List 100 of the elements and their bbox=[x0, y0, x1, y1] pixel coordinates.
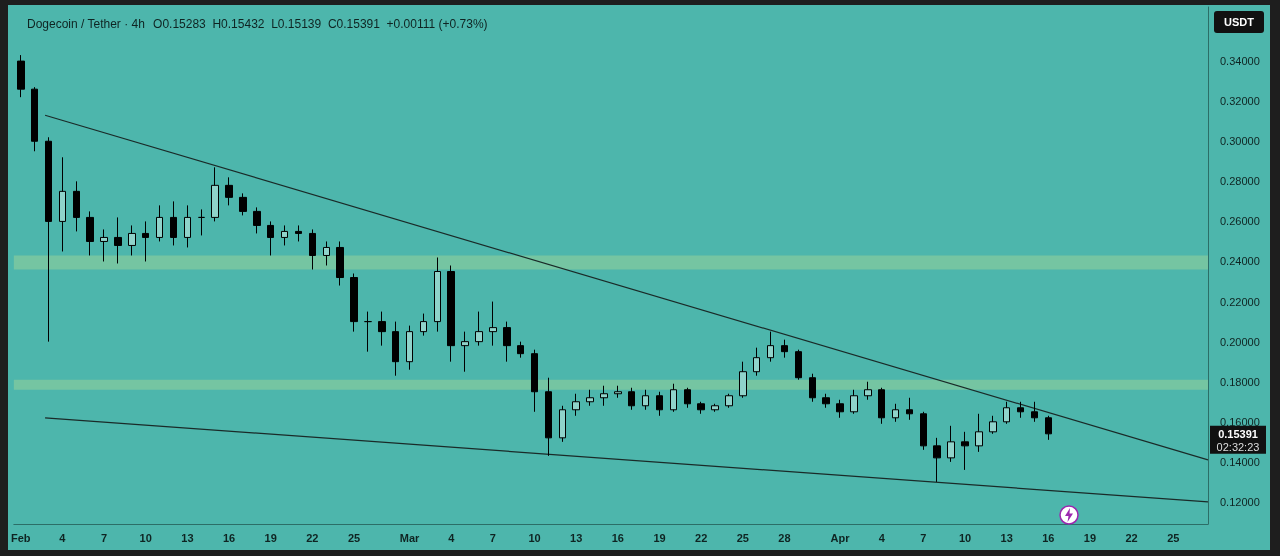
x-tick-label: 19 bbox=[653, 531, 666, 544]
candlestick bbox=[364, 311, 372, 353]
candlestick bbox=[517, 341, 524, 359]
candlestick bbox=[809, 373, 816, 403]
candlestick bbox=[114, 216, 122, 264]
x-tick-label: 19 bbox=[1083, 531, 1097, 544]
candlestick bbox=[225, 176, 233, 206]
x-tick-label: 4 bbox=[448, 531, 456, 544]
candlestick bbox=[1017, 401, 1024, 419]
candlestick bbox=[600, 385, 608, 407]
candlestick bbox=[184, 204, 191, 248]
candlestick bbox=[1003, 401, 1010, 425]
x-tick-label: 13 bbox=[1000, 531, 1013, 544]
y-tick-label: 0.14000 bbox=[1220, 455, 1260, 468]
x-tick-label: 13 bbox=[570, 531, 583, 544]
x-tick-label: Mar bbox=[399, 531, 421, 544]
candlestick bbox=[670, 383, 677, 413]
candlestick bbox=[850, 389, 858, 415]
candlestick bbox=[59, 156, 66, 252]
candlestick bbox=[267, 220, 274, 256]
candlestick bbox=[1031, 401, 1038, 423]
candlestick bbox=[697, 401, 705, 415]
x-tick-label: 22 bbox=[306, 531, 319, 544]
annotation: O0.15283 H0.15432 L0.15139 C0.15391 +0.00111 (+0.73%) bbox=[153, 17, 488, 31]
candlestick bbox=[323, 240, 330, 266]
y-tick-label: 0.30000 bbox=[1220, 135, 1260, 148]
candlestick bbox=[503, 321, 511, 363]
candlestick bbox=[892, 403, 899, 423]
candlestick bbox=[545, 377, 552, 457]
candlestick bbox=[989, 415, 997, 435]
y-tick-label: 0.22000 bbox=[1220, 295, 1260, 308]
x-tick-label: 22 bbox=[695, 531, 708, 544]
x-tick-label: 25 bbox=[1167, 531, 1180, 544]
x-tick-label: 16 bbox=[1042, 531, 1055, 544]
candlestick bbox=[684, 387, 691, 409]
candlestick bbox=[614, 385, 622, 399]
candlestick bbox=[489, 301, 497, 347]
x-tick-label: 7 bbox=[489, 531, 496, 544]
candlestick bbox=[17, 54, 25, 98]
y-tick-label: 0.32000 bbox=[1220, 95, 1260, 108]
candlestick bbox=[656, 391, 663, 417]
x-tick-label: 19 bbox=[264, 531, 277, 544]
x-tick-label: 16 bbox=[222, 531, 236, 544]
candlestick bbox=[795, 349, 802, 381]
candlestick bbox=[461, 331, 469, 373]
candlestick bbox=[933, 437, 941, 483]
x-tick-label: 10 bbox=[139, 531, 152, 544]
x-tick-label: 7 bbox=[920, 531, 927, 544]
candlestick bbox=[86, 210, 94, 256]
candlestick bbox=[211, 166, 219, 222]
x-tick-label: Apr bbox=[830, 531, 851, 544]
candlestick bbox=[45, 136, 52, 343]
candlestick bbox=[239, 192, 247, 216]
candlestick bbox=[572, 393, 580, 417]
candlestick bbox=[559, 405, 566, 443]
candlestick bbox=[753, 347, 760, 377]
y-tick-label: 0.34000 bbox=[1220, 55, 1260, 68]
candlestick bbox=[947, 425, 955, 463]
x-tick-label: 4 bbox=[59, 531, 67, 544]
candlestick bbox=[170, 200, 177, 246]
x-tick-label: 25 bbox=[347, 531, 361, 544]
candlestick bbox=[128, 224, 136, 256]
x-tick-label: 7 bbox=[101, 531, 108, 544]
candlestick bbox=[878, 387, 885, 425]
candlestick bbox=[392, 321, 399, 377]
y-tick-label: 0.28000 bbox=[1220, 175, 1260, 188]
candlestick bbox=[309, 228, 316, 271]
y-tick-label: 0.18000 bbox=[1220, 375, 1260, 388]
y-tick-label: 0.24000 bbox=[1220, 255, 1260, 268]
candlestick bbox=[864, 381, 872, 401]
x-tick-label: 13 bbox=[181, 531, 194, 544]
candlestick bbox=[253, 206, 261, 234]
candlestick bbox=[156, 204, 163, 242]
y-tick-label: 0.16000 bbox=[1220, 415, 1260, 428]
candlestick bbox=[350, 273, 358, 333]
candlestick bbox=[73, 180, 80, 232]
candlestick bbox=[378, 311, 386, 347]
candlestick bbox=[336, 240, 344, 287]
candlestick bbox=[781, 339, 788, 359]
candlestick bbox=[406, 325, 413, 371]
candlestick bbox=[711, 403, 719, 413]
x-tick-label: 4 bbox=[878, 531, 886, 544]
candlestick bbox=[725, 393, 733, 409]
y-tick-label: 0.20000 bbox=[1220, 335, 1260, 348]
candlestick bbox=[31, 86, 38, 152]
x-tick-label: 25 bbox=[736, 531, 749, 544]
candlestick bbox=[142, 220, 149, 262]
text: 0.15391 bbox=[1218, 427, 1258, 440]
y-tick-label: 0.12000 bbox=[1220, 495, 1260, 508]
candlestick bbox=[420, 313, 427, 337]
candlestick bbox=[1045, 415, 1052, 441]
candlestick bbox=[100, 228, 108, 262]
text: 02:32:23 bbox=[1216, 440, 1260, 453]
candlestick bbox=[198, 208, 205, 236]
candlestick bbox=[739, 361, 747, 399]
candlestick bbox=[628, 387, 635, 411]
x-tick-label: 10 bbox=[958, 531, 972, 544]
y-axis-title: USDT bbox=[1224, 16, 1255, 28]
candlestick bbox=[531, 349, 538, 413]
candlestick bbox=[434, 256, 441, 333]
